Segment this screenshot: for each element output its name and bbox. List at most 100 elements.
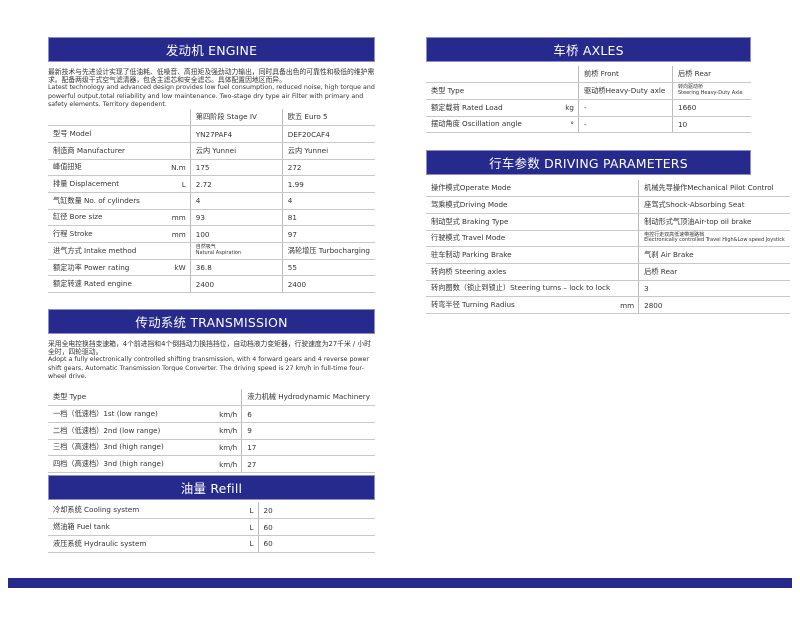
transmission-title: 传动系统 TRANSMISSION [48,309,375,334]
table-row: 类型 Type 驱动桥Heavy-Duty axle 转向驱动桥 Steering H… [426,82,751,100]
row-unit: N.m [164,159,191,177]
row-unit: ° [552,116,579,134]
footer-bar [8,578,792,588]
table-row: 驻车制动 Parking Brake 气刹 Air Brake [426,246,790,264]
table-row: 气缸数量 No. of cylinders 4 4 [48,192,375,210]
row-label: 冷却系统 Cooling system [48,502,232,520]
engine-intro-en: Latest technology and advanced design pr… [48,84,375,108]
table-row: 转向桥 Steering axles 后桥 Rear [426,263,790,281]
row-label: 额定载荷 Rated Load [426,99,553,117]
blank-cell [48,109,191,127]
row-value: 1.99 [281,175,375,193]
table-row: 驾乘模式Driving Mode 座驾式Shock-Absorbing Seat [426,196,790,214]
row-value: 2.72 [189,175,283,193]
table-row: 峰值扭矩 N.m 175 272 [48,159,375,177]
table-row: 型号 Model YN27PAF4 DEF20CAF4 [48,125,375,143]
row-label: 型号 Model [48,125,165,143]
row-unit: km/h [214,405,242,423]
row-label: 制动型式 Braking Type [426,213,616,231]
row-value: 机械先导操作Mechanical Pilot Control [638,180,790,198]
row-label: 行驶模式 Travel Mode [426,230,616,248]
column-header-row: 第四阶段 Stage IV 欧五 Euro 5 [48,109,375,127]
axles-section: 车桥 AXLES 前桥 Front 后桥 Rear 类型 Type 驱动桥Heavy-… [426,37,751,134]
row-unit: kW [164,259,191,277]
row-label: 缸径 Bore size [48,209,165,227]
row-unit: mm [615,296,639,314]
engine-table: 第四阶段 Stage IV 欧五 Euro 5 型号 Model YN27PAF4 DE… [48,109,375,294]
row-label: 额定转速 Rated engine [48,275,165,294]
row-label: 转弯半径 Turning Radius [426,296,616,314]
row-value: 电控行走双高低速带摇路档 Electronically controlled Tr… [638,230,790,248]
column-header: 第四阶段 Stage IV [189,109,283,127]
table-row: 行驶模式 Travel Mode 电控行走双高低速带摇路档 Electronical… [426,230,790,248]
row-unit: L [232,518,258,536]
table-row: 额定转速 Rated engine 2400 2400 [48,275,375,294]
row-value: 后桥 Rear [638,263,790,281]
axles-table: 前桥 Front 后桥 Rear 类型 Type 驱动桥Heavy-Duty axle… [426,66,751,134]
row-unit [615,196,639,214]
table-row: 额定载荷 Rated Load kg -1660 [426,99,751,117]
table-row: 额定功率 Power rating kW 36.8 55 [48,259,375,277]
row-value: 2800 [638,296,790,314]
row-value-line: 转向驱动桥 [678,84,704,91]
driving-title: 行车参数 DRIVING PARAMETERS [426,150,751,175]
row-unit: L [164,175,191,193]
table-row: 摆动角度 Oscillation angle ° -10 [426,116,751,134]
row-label: 制造商 Manufacturer [48,142,165,160]
row-value: 3 [638,280,790,298]
driving-table: 操作模式Operate Mode 机械先导操作Mechanical Pilot C… [426,180,790,314]
row-unit [615,263,639,281]
refill-title: 油量 Refill [48,475,375,500]
row-value: 4 [189,192,283,210]
row-value: 272 [281,159,375,177]
row-label: 转向圈数（锁止到锁止）Steering turns – lock to lock [426,280,616,298]
row-label: 摆动角度 Oscillation angle [426,116,553,134]
row-label: 峰值扭矩 [48,159,165,177]
row-value: 60 [257,518,375,536]
row-unit: km/h [214,455,242,473]
engine-intro-cn: 最新技术与先进设计实现了低油耗、低噪音、高扭矩及强劲动力输出，同时具备出色的可靠… [48,68,375,85]
row-label: 转向桥 Steering axles [426,263,616,281]
row-value: 175 [189,159,283,177]
table-row: 行程 Stroke mm 100 97 [48,225,375,244]
row-unit [615,246,639,264]
engine-section: 发动机 ENGINE 最新技术与先进设计实现了低油耗、低噪音、高扭矩及强劲动力输… [48,37,375,294]
table-row: 二档（低速档）2nd (low range) km/h 9 [48,422,375,440]
row-unit: mm [164,225,191,244]
row-value: - [578,99,673,117]
row-value: 液力机械 Hydrodynamic Machinery [241,389,375,407]
transmission-intro-en: Adopt a fully electronically controlled … [48,356,369,380]
row-value: 9 [241,422,375,440]
row-value: 2400 [281,275,375,294]
table-row: 制造商 Manufacturer 云内 Yunnei 云内 Yunnei [48,142,375,160]
row-unit [214,389,242,407]
row-label: 类型 Type [48,389,215,407]
row-label: 气缸数量 No. of cylinders [48,192,165,210]
row-unit: km/h [214,439,242,457]
table-row: 四档（高速档）3nd (high range) km/h 27 [48,455,375,473]
row-value: 17 [241,439,375,457]
row-value: 6 [241,405,375,423]
row-label: 驻车制动 Parking Brake [426,246,616,264]
row-unit [552,82,579,100]
row-value: 93 [189,209,283,227]
row-value: 驱动桥Heavy-Duty axle [578,82,673,100]
row-value: 20 [257,502,375,520]
row-value: 55 [281,259,375,277]
row-value: 60 [257,535,375,553]
row-unit: km/h [214,422,242,440]
row-unit: kg [552,99,579,117]
table-row: 转向圈数（锁止到锁止）Steering turns – lock to lock… [426,280,790,298]
row-unit [164,192,191,210]
table-row: 一档（低速档）1st (low range) km/h 6 [48,405,375,423]
row-value-line: 电控行走双高低速带摇路档 [644,231,705,238]
transmission-intro-cn: 采用全电控换挡变速箱，4个前进挡和4个倒挡动力换挡挡位，自动档液力变矩器，行驶速… [48,340,371,357]
row-label: 驾乘模式Driving Mode [426,196,616,214]
row-value: 2400 [189,275,283,294]
row-value: 气刹 Air Brake [638,246,790,264]
row-value: 云内 Yunnei [189,142,283,160]
table-row: 冷却系统 Cooling system L 20 [48,502,375,520]
table-row: 类型 Type 液力机械 Hydrodynamic Machinery [48,389,375,407]
blank-cell [426,66,579,84]
row-value: 4 [281,192,375,210]
